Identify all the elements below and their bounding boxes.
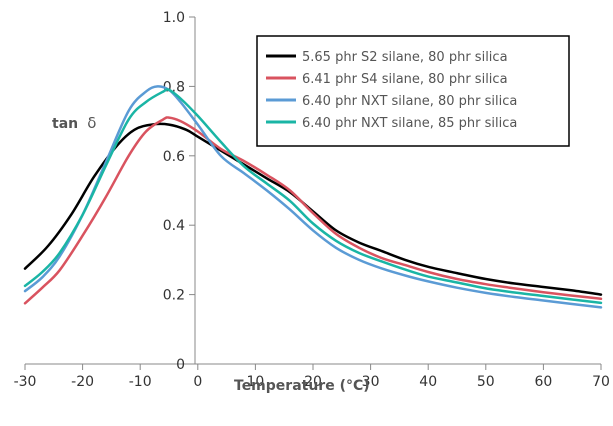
legend-label-2: 6.41 phr S4 silane, 80 phr silica: [302, 72, 508, 87]
legend-label-3: 6.40 phr NXT silane, 80 phr silica: [302, 94, 517, 109]
x-tick-label: -30: [14, 374, 37, 390]
series-line-4: [23, 88, 603, 305]
y-tick-label: 0.6: [163, 149, 185, 165]
legend: 5.65 phr S2 silane, 80 phr silica 6.41 ph…: [256, 35, 570, 147]
x-tick-label: -20: [71, 374, 94, 390]
y-axis-title-main: tan: [52, 116, 78, 132]
legend-box: [256, 35, 570, 147]
x-tick-label: 10: [246, 374, 264, 390]
y-tick-label: 1.0: [163, 10, 185, 26]
y-tick-label: 0.8: [163, 79, 185, 95]
y-tick-label: 0.2: [163, 288, 185, 304]
x-tick-label: 20: [304, 374, 322, 390]
legend-items: 5.65 phr S2 silane, 80 phr silica 6.41 ph…: [266, 50, 517, 131]
legend-label-4: 6.40 phr NXT silane, 85 phr silica: [302, 116, 517, 131]
x-ticks: -30 -20 -10 0 10 20 30 40 50 60 70: [14, 364, 610, 390]
series-line-1: [23, 122, 603, 296]
series-line-3: [23, 85, 603, 309]
x-tick-label: 60: [534, 374, 552, 390]
series-line-2: [23, 116, 603, 305]
x-axis-title: Temperature (°C): [234, 378, 370, 394]
legend-label-1: 5.65 phr S2 silane, 80 phr silica: [302, 50, 508, 65]
x-tick-label: 0: [193, 374, 202, 390]
x-tick-label: 40: [419, 374, 437, 390]
y-tick-label: 0: [176, 357, 185, 373]
y-ticks: 0 0.2 0.4 0.6 0.8 1.0: [163, 10, 195, 373]
x-tick-label: 50: [477, 374, 495, 390]
series-lines: [23, 85, 603, 309]
y-axis-title-symbol: δ: [87, 114, 96, 132]
y-tick-label: 0.4: [163, 218, 185, 234]
x-tick-label: -10: [129, 374, 152, 390]
x-tick-label: 30: [362, 374, 380, 390]
y-axis-title: tan δ: [52, 113, 96, 132]
x-tick-label: 70: [592, 374, 610, 390]
